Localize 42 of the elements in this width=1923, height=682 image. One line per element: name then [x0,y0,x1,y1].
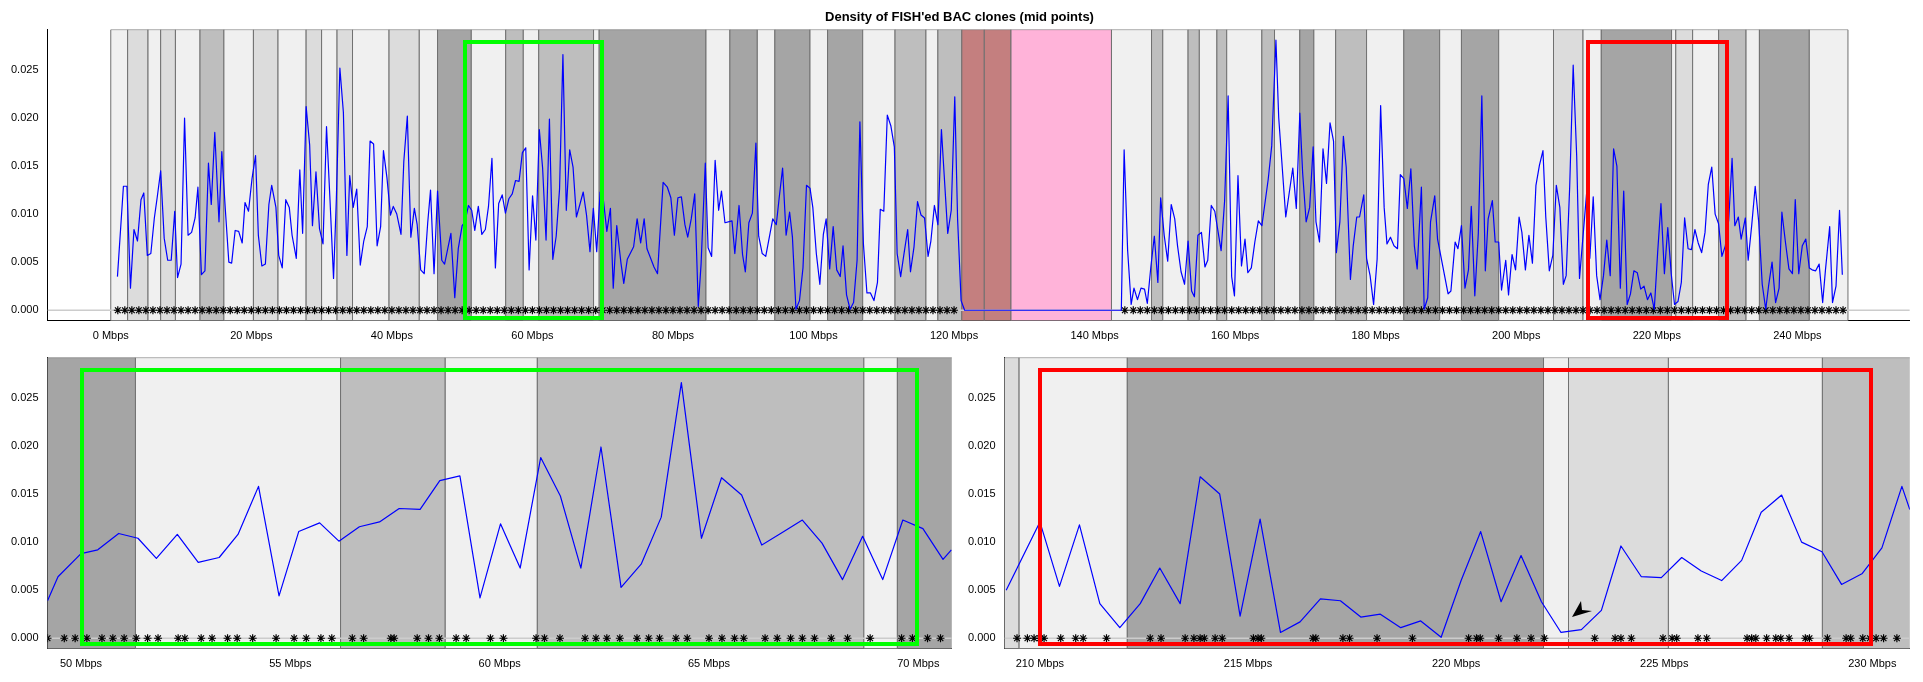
x-tick-label: 220 Mbps [1431,657,1481,670]
chart-title: Density of FISH'ed BAC clones (mid points) [825,9,1094,25]
x-tick-label: 55 Mbps [269,657,312,670]
x-tick-label: 240 Mbps [1773,329,1823,342]
x-tick-label: 215 Mbps [1223,657,1273,670]
x-tick-label: 210 Mbps [1015,657,1065,670]
y-tick-label: 0.000 [11,303,39,316]
x-tick-label: 200 Mbps [1492,329,1541,342]
y-tick-label: 0.005 [11,583,39,596]
y-tick-label: 0.010 [11,207,39,220]
x-tick-label: 230 Mbps [1848,657,1897,670]
x-tick-label: 0 Mbps [92,329,130,342]
x-tick-label: 100 Mbps [789,329,839,342]
y-tick-label: 0.010 [11,535,39,548]
x-tick-label: 50 Mbps [59,657,103,670]
y-tick-label: 0.020 [11,439,39,452]
y-tick-label: 0.020 [968,439,996,452]
x-tick-label: 80 Mbps [651,329,695,342]
x-tick-label: 65 Mbps [687,657,731,670]
x-tick-label: 180 Mbps [1351,329,1401,342]
x-tick-label: 140 Mbps [1070,329,1120,342]
x-tick-label: 120 Mbps [929,329,979,342]
y-tick-label: 0.015 [968,487,996,500]
y-tick-label: 0.020 [11,111,39,124]
y-tick-label: 0.005 [968,583,996,596]
x-tick-label: 220 Mbps [1632,329,1682,342]
y-tick-label: 0.000 [11,631,39,644]
x-tick-label: 70 Mbps [897,657,940,670]
y-tick-label: 0.015 [11,487,39,500]
x-tick-label: 40 Mbps [370,329,414,342]
y-tick-label: 0.005 [11,255,39,268]
x-tick-label: 160 Mbps [1211,329,1260,342]
y-tick-label: 0.015 [11,159,39,172]
y-tick-label: 0.025 [11,391,39,403]
y-tick-label: 0.000 [968,631,996,644]
x-tick-label: 20 Mbps [230,329,273,342]
x-tick-label: 225 Mbps [1640,657,1689,670]
y-tick-label: 0.025 [11,63,39,75]
y-tick-label: 0.025 [968,391,996,403]
x-tick-label: 60 Mbps [478,657,522,670]
x-tick-label: 60 Mbps [511,329,555,342]
y-tick-label: 0.010 [968,535,996,548]
